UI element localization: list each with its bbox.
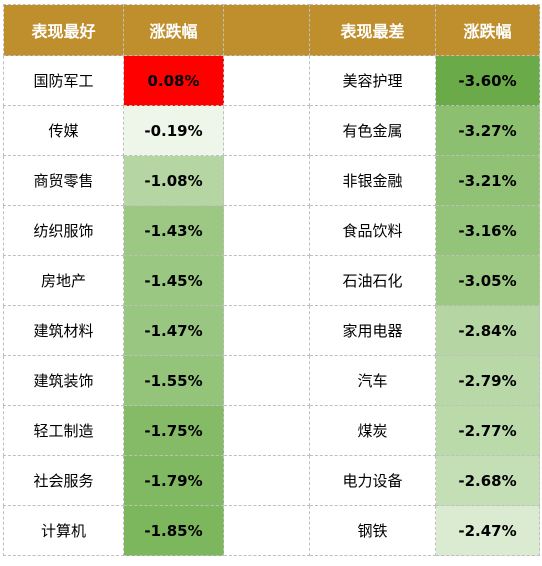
table-row: 传媒 -0.19% 有色金属 -3.27% [3, 105, 540, 156]
best-industry-name: 纺织服饰 [3, 205, 124, 256]
table-row: 计算机 -1.85% 钢铁 -2.47% [3, 505, 540, 556]
worst-header: 表现最差 [309, 4, 436, 56]
worst-industry-name: 煤炭 [309, 405, 436, 456]
best-change-header: 涨跌幅 [123, 4, 224, 56]
worst-change-cell: -3.60% [435, 55, 540, 106]
best-industry-name: 社会服务 [3, 455, 124, 506]
best-industry-name: 建筑材料 [3, 305, 124, 356]
row-spacer [223, 155, 310, 206]
best-change-cell: -1.43% [123, 205, 224, 256]
best-industry-name: 商贸零售 [3, 155, 124, 206]
best-change-cell: -1.47% [123, 305, 224, 356]
row-spacer [223, 405, 310, 456]
best-industry-name: 传媒 [3, 105, 124, 156]
best-change-cell: -1.79% [123, 455, 224, 506]
row-spacer [223, 255, 310, 306]
worst-change-cell: -3.27% [435, 105, 540, 156]
table-row: 建筑材料 -1.47% 家用电器 -2.84% [3, 305, 540, 356]
best-change-cell: -1.75% [123, 405, 224, 456]
table-row: 轻工制造 -1.75% 煤炭 -2.77% [3, 405, 540, 456]
worst-industry-name: 食品饮料 [309, 205, 436, 256]
table-row: 商贸零售 -1.08% 非银金融 -3.21% [3, 155, 540, 206]
worst-change-cell: -2.68% [435, 455, 540, 506]
worst-industry-name: 电力设备 [309, 455, 436, 506]
worst-industry-name: 非银金融 [309, 155, 436, 206]
table-row: 社会服务 -1.79% 电力设备 -2.68% [3, 455, 540, 506]
worst-industry-name: 钢铁 [309, 505, 436, 556]
industry-performance-table: 表现最好 涨跌幅 表现最差 涨跌幅 国防军工 0.08% 美容护理 -3.60%… [3, 4, 540, 556]
worst-change-cell: -2.47% [435, 505, 540, 556]
worst-industry-name: 有色金属 [309, 105, 436, 156]
best-industry-name: 计算机 [3, 505, 124, 556]
row-spacer [223, 355, 310, 406]
table-row: 房地产 -1.45% 石油石化 -3.05% [3, 255, 540, 306]
worst-industry-name: 石油石化 [309, 255, 436, 306]
row-spacer [223, 505, 310, 556]
row-spacer [223, 55, 310, 106]
worst-industry-name: 家用电器 [309, 305, 436, 356]
row-spacer [223, 105, 310, 156]
worst-change-cell: -2.77% [435, 405, 540, 456]
worst-change-cell: -2.79% [435, 355, 540, 406]
worst-industry-name: 美容护理 [309, 55, 436, 106]
best-industry-name: 房地产 [3, 255, 124, 306]
best-industry-name: 国防军工 [3, 55, 124, 106]
worst-change-cell: -3.21% [435, 155, 540, 206]
best-change-cell: -1.45% [123, 255, 224, 306]
worst-change-header: 涨跌幅 [435, 4, 540, 56]
best-change-cell: 0.08% [123, 55, 224, 106]
best-industry-name: 建筑装饰 [3, 355, 124, 406]
worst-change-cell: -3.16% [435, 205, 540, 256]
best-industry-name: 轻工制造 [3, 405, 124, 456]
row-spacer [223, 205, 310, 256]
row-spacer [223, 455, 310, 506]
best-change-cell: -0.19% [123, 105, 224, 156]
best-change-cell: -1.55% [123, 355, 224, 406]
best-change-cell: -1.08% [123, 155, 224, 206]
best-change-cell: -1.85% [123, 505, 224, 556]
row-spacer [223, 305, 310, 356]
table-row: 建筑装饰 -1.55% 汽车 -2.79% [3, 355, 540, 406]
header-spacer [223, 4, 310, 56]
worst-industry-name: 汽车 [309, 355, 436, 406]
header-row: 表现最好 涨跌幅 表现最差 涨跌幅 [3, 4, 540, 56]
worst-change-cell: -3.05% [435, 255, 540, 306]
table-row: 国防军工 0.08% 美容护理 -3.60% [3, 55, 540, 106]
worst-change-cell: -2.84% [435, 305, 540, 356]
best-header: 表现最好 [3, 4, 124, 56]
table-row: 纺织服饰 -1.43% 食品饮料 -3.16% [3, 205, 540, 256]
